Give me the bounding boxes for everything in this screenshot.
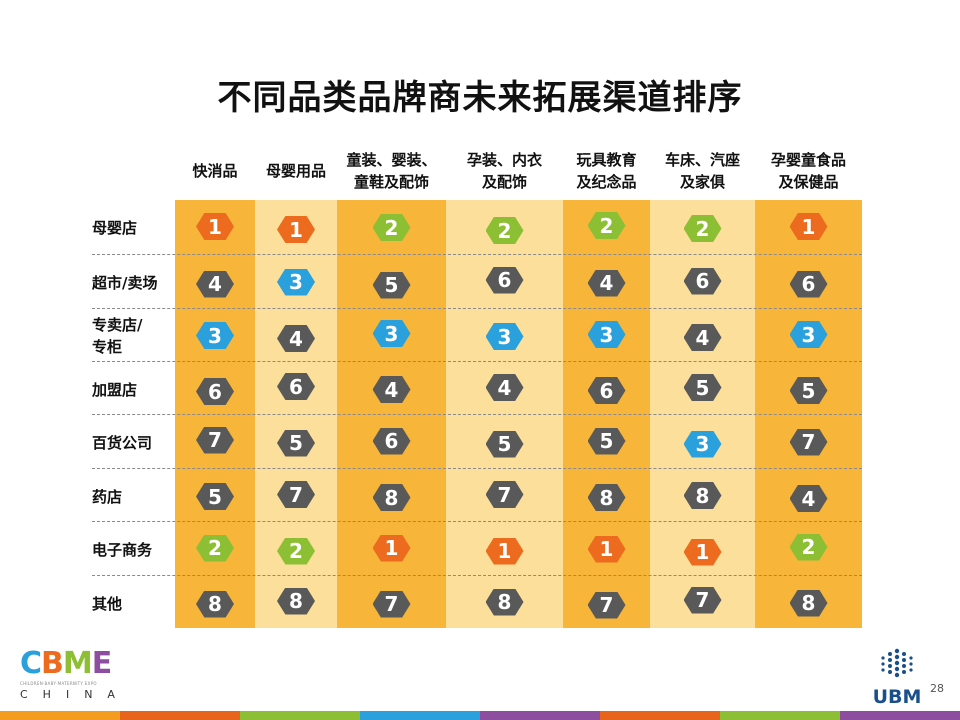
rank-badge: 1 <box>196 213 234 240</box>
row-label: 专卖店/ 专柜 <box>92 316 143 356</box>
row-separator <box>92 575 862 576</box>
row-separator <box>92 468 862 469</box>
rank-badge: 7 <box>789 428 828 456</box>
row-label: 药店 <box>92 488 123 506</box>
rank-badge: 5 <box>277 429 315 457</box>
stripe-segment <box>120 711 240 720</box>
cbme-logo-subtitle: CHILDREN·BABY·MATERNITY EXPO <box>20 681 97 686</box>
rank-badge: 8 <box>372 484 411 511</box>
rank-badge: 6 <box>372 427 411 455</box>
ubm-dots-icon <box>881 648 913 678</box>
rank-badge: 3 <box>587 321 626 348</box>
column-header: 童装、婴装、 童鞋及配饰 <box>346 151 437 191</box>
rank-badge: 5 <box>587 427 626 455</box>
rank-badge: 4 <box>372 376 411 403</box>
rank-badge: 5 <box>372 271 411 299</box>
cbme-logo-text: CBME <box>20 646 112 681</box>
rank-badge: 4 <box>587 269 626 297</box>
row-label: 百货公司 <box>92 434 153 452</box>
cbme-logo-region: CHINA <box>20 688 130 701</box>
rank-badge: 5 <box>683 374 722 401</box>
rank-badge: 2 <box>485 217 524 244</box>
rank-badge: 1 <box>587 535 626 563</box>
rank-badge: 8 <box>196 590 234 618</box>
rank-badge: 6 <box>789 270 828 298</box>
rank-badge: 1 <box>485 537 524 565</box>
rank-badge: 8 <box>683 482 722 509</box>
row-label: 电子商务 <box>92 541 153 559</box>
row-separator <box>92 254 862 255</box>
rank-badge: 5 <box>789 377 828 404</box>
row-label: 加盟店 <box>92 381 138 399</box>
rank-badge: 8 <box>485 588 524 616</box>
ubm-logo: UBM <box>868 648 926 708</box>
rank-badge: 2 <box>196 534 234 562</box>
rank-badge: 8 <box>587 484 626 511</box>
column-header: 孕装、内衣 及配饰 <box>466 151 542 191</box>
column-header: 孕婴童食品 及保健品 <box>770 151 846 191</box>
rank-badge: 3 <box>485 323 524 350</box>
rank-badge: 4 <box>277 325 315 352</box>
row-separator <box>92 414 862 415</box>
rank-badge: 3 <box>789 321 828 348</box>
row-label: 母婴店 <box>92 219 138 237</box>
rank-badge: 7 <box>485 481 524 508</box>
rank-badge: 4 <box>789 485 828 512</box>
rank-badge: 6 <box>587 377 626 404</box>
stripe-segment <box>0 711 120 720</box>
rank-badge: 4 <box>196 270 234 298</box>
rank-badge: 3 <box>277 268 315 296</box>
row-separator <box>92 361 862 362</box>
rank-badge: 1 <box>683 538 722 566</box>
rank-badge: 3 <box>196 322 234 349</box>
stripe-segment <box>240 711 360 720</box>
rank-badge: 5 <box>485 430 524 458</box>
row-label: 超市/卖场 <box>92 274 158 292</box>
rank-badge: 6 <box>277 373 315 400</box>
rank-badge: 7 <box>372 590 411 618</box>
rank-badge: 1 <box>372 534 411 562</box>
rank-badge: 2 <box>587 212 626 239</box>
rank-badge: 2 <box>372 214 411 241</box>
column-header: 车床、汽座 及家俱 <box>664 151 740 191</box>
stripe-segment <box>480 711 600 720</box>
column-header: 玩具教育 及纪念品 <box>576 151 637 191</box>
rank-badge: 2 <box>789 533 828 561</box>
ubm-logo-text: UBM <box>872 686 922 708</box>
column-header: 母婴用品 <box>265 162 326 180</box>
cbme-logo: CBME CHILDREN·BABY·MATERNITY EXPO CHINA <box>20 646 130 702</box>
rank-badge: 2 <box>683 215 722 242</box>
rank-badge: 6 <box>485 266 524 294</box>
rank-badge: 3 <box>683 430 722 458</box>
rank-badge: 3 <box>372 320 411 347</box>
rank-badge: 7 <box>587 591 626 619</box>
page-number: 28 <box>930 682 944 695</box>
rank-badge: 8 <box>277 587 315 615</box>
rank-badge: 1 <box>277 216 315 243</box>
rank-badge: 6 <box>196 378 234 405</box>
footer-color-stripe <box>0 711 960 720</box>
stripe-segment <box>360 711 480 720</box>
stripe-segment <box>600 711 720 720</box>
row-separator <box>92 308 862 309</box>
page-title: 不同品类品牌商未来拓展渠道排序 <box>217 78 743 118</box>
rank-badge: 5 <box>196 483 234 510</box>
stripe-segment <box>720 711 840 720</box>
row-label: 其他 <box>92 595 123 613</box>
rank-badge: 7 <box>277 481 315 508</box>
rank-badge: 7 <box>683 586 722 614</box>
rank-badge: 4 <box>683 324 722 351</box>
rank-badge: 1 <box>789 213 828 240</box>
rank-badge: 4 <box>485 374 524 401</box>
rank-badge: 2 <box>277 537 315 565</box>
column-header: 快消品 <box>192 162 238 180</box>
rank-badge: 7 <box>196 426 234 454</box>
stripe-segment <box>840 711 960 720</box>
row-separator <box>92 521 862 522</box>
rank-badge: 8 <box>789 589 828 617</box>
rank-badge: 6 <box>683 267 722 295</box>
